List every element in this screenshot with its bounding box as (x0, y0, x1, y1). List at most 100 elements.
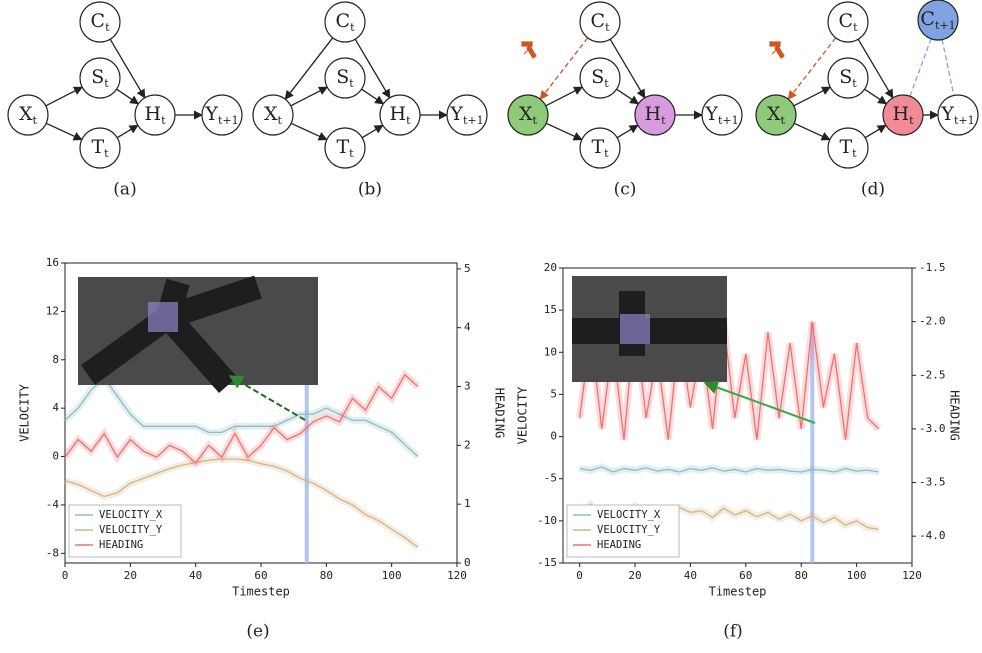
node (827, 127, 869, 169)
intervention-edge (787, 37, 837, 100)
y-tick-label: 8 (52, 353, 59, 366)
edge (284, 37, 334, 100)
caption: (f) (723, 622, 743, 642)
series-line (64, 373, 419, 464)
y2-tick-label: -4.0 (919, 529, 946, 542)
y-tick-label: 20 (544, 261, 557, 274)
node-subscript: t (853, 21, 858, 34)
node-symbol: T (91, 136, 104, 158)
node-label: Tt (839, 136, 857, 160)
node-label: St (839, 66, 857, 90)
node-label: St (591, 66, 609, 90)
caption: (c) (614, 180, 637, 200)
node-symbol: C (91, 10, 106, 32)
legend-label: HEADING (99, 539, 143, 551)
node-subscript: t (161, 114, 166, 127)
edge (616, 124, 639, 139)
series-line (64, 376, 419, 458)
node-subscript: t (406, 114, 411, 127)
node (579, 1, 621, 43)
caption: (a) (113, 180, 136, 200)
edge (857, 38, 894, 99)
node-label: Xt (767, 103, 786, 127)
y2-axis-label: HEADING (493, 388, 507, 439)
y2-axis-label: HEADING (948, 390, 962, 441)
y-tick-label: -5 (544, 472, 557, 485)
x-tick-label: 100 (382, 569, 402, 582)
node-subscript: t (33, 114, 38, 127)
node-symbol: X (264, 103, 278, 125)
y2-tick-label: 1 (464, 497, 471, 510)
y2-tick-label: -2.0 (919, 315, 946, 328)
node-symbol: Y (940, 103, 954, 125)
y-tick-label: -10 (537, 514, 557, 527)
node-subscript: t+1 (218, 114, 239, 127)
node-subscript: t (104, 77, 109, 90)
x-tick-label: 120 (902, 569, 922, 582)
node-symbol: X (767, 103, 781, 125)
node-symbol: S (336, 66, 349, 88)
node-symbol: T (591, 136, 604, 158)
x-tick-label: 60 (254, 569, 267, 582)
node (507, 94, 549, 136)
x-tick-label: 40 (189, 569, 202, 582)
node-symbol: S (591, 66, 604, 88)
node-symbol: C (591, 10, 606, 32)
node-label: Yt+1 (204, 103, 238, 127)
x-tick-label: 0 (62, 569, 69, 582)
node-label: Ct+1 (920, 8, 955, 32)
pointer-arrow (228, 375, 306, 421)
node-symbol: T (839, 136, 852, 158)
y-tick-label: 5 (550, 387, 557, 400)
node-label: Ht (645, 103, 667, 127)
node-label: Ct (336, 10, 356, 34)
node-symbol: C (336, 10, 351, 32)
node-symbol: C (839, 10, 854, 32)
node-symbol: C (920, 8, 935, 30)
y-tick-label: -15 (537, 556, 557, 569)
node-label: Tt (336, 136, 354, 160)
x-tick-label: 80 (795, 569, 808, 582)
y-tick-label: 0 (550, 430, 557, 443)
y-tick-label: 12 (46, 304, 59, 317)
node-symbol: H (145, 103, 162, 125)
series-band (579, 463, 880, 476)
node-subscript: t (781, 114, 786, 127)
node (446, 94, 488, 136)
caption: (d) (861, 180, 885, 200)
node-label: Xt (19, 103, 38, 127)
node (827, 1, 869, 43)
node (324, 57, 366, 99)
node (79, 57, 121, 99)
node (79, 1, 121, 43)
x-tick-label: 0 (576, 569, 583, 582)
y2-tick-label: 5 (464, 262, 471, 275)
node (755, 94, 797, 136)
node-label: Xt (264, 103, 283, 127)
node (827, 57, 869, 99)
node-subscript: t (278, 114, 283, 127)
node (7, 94, 49, 136)
node (937, 94, 979, 136)
y2-tick-label: -3.0 (919, 422, 946, 435)
edge (109, 38, 146, 99)
node (917, 0, 959, 41)
node (324, 1, 366, 43)
edge (864, 124, 887, 139)
y2-tick-label: -1.5 (919, 261, 946, 274)
node-label: Tt (591, 136, 609, 160)
edge (290, 122, 328, 141)
y2-tick-label: 2 (464, 438, 471, 451)
node-symbol: X (19, 103, 33, 125)
y2-tick-label: 4 (464, 321, 471, 334)
inset-junction (620, 314, 650, 344)
node-label: Yt+1 (940, 103, 974, 127)
x-tick-label: 40 (684, 569, 697, 582)
future-context-edge (941, 39, 955, 96)
node (882, 94, 924, 136)
node-label: Ht (145, 103, 167, 127)
node-symbol: S (839, 66, 852, 88)
node-symbol: Y (704, 103, 718, 125)
legend-label: HEADING (597, 539, 641, 551)
legend-label: VELOCITY_X (597, 509, 661, 521)
